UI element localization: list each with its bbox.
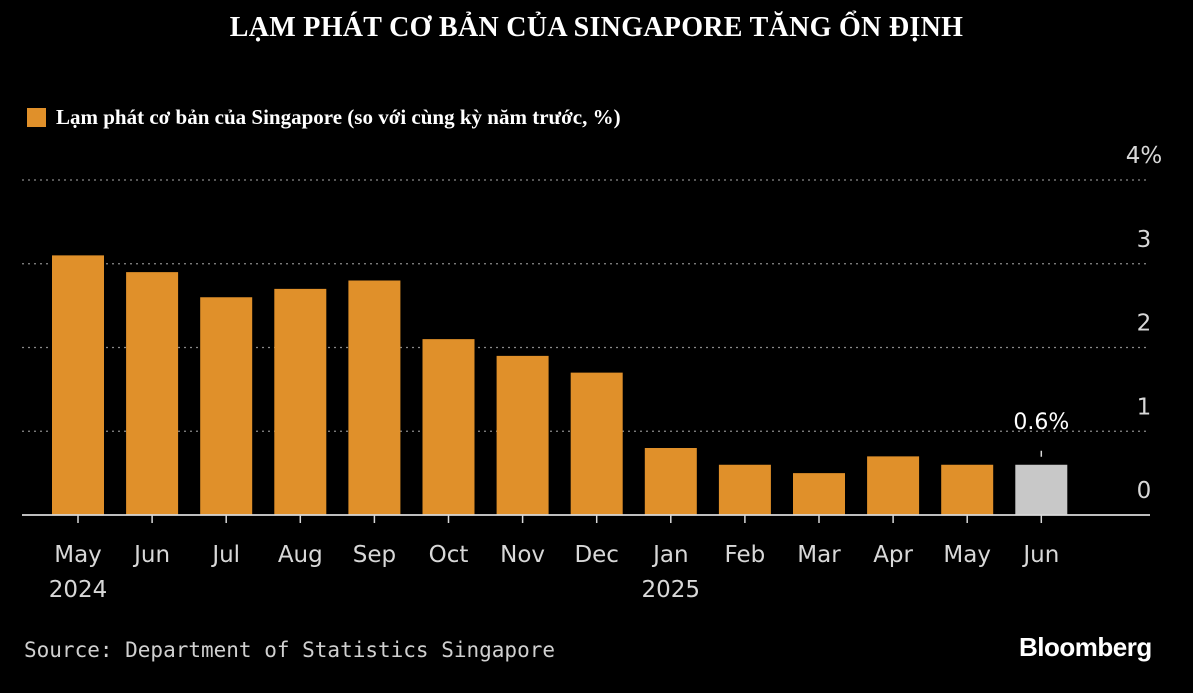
bar	[867, 456, 920, 515]
x-tick-label: Jun	[1021, 542, 1059, 568]
bar	[126, 272, 179, 515]
x-tick-label: Mar	[797, 542, 841, 568]
bar	[422, 339, 475, 515]
annotation-label: 0.6%	[1013, 410, 1069, 435]
legend: Lạm phát cơ bản của Singapore (so với cù…	[27, 103, 621, 131]
bar	[570, 372, 623, 515]
bar	[496, 355, 549, 515]
legend-label: Lạm phát cơ bản của Singapore (so với cù…	[56, 104, 621, 129]
x-year-label: 2024	[49, 577, 108, 603]
bar	[793, 473, 845, 515]
bloomberg-logo: Bloomberg	[1019, 632, 1152, 662]
y-tick-label: 1	[1137, 394, 1152, 420]
y-tick-label: 4%	[1126, 143, 1163, 169]
x-tick-label: Apr	[873, 542, 913, 568]
y-tick-label: 3	[1137, 227, 1152, 253]
bar	[941, 464, 994, 515]
bar	[52, 255, 104, 515]
x-tick-label: Jul	[210, 542, 240, 568]
x-tick-label: May	[54, 542, 102, 568]
x-year-label: 2025	[642, 577, 701, 603]
x-tick-label: Aug	[278, 542, 323, 568]
bar	[274, 288, 327, 515]
x-tick-label: Jan	[651, 542, 688, 568]
x-tick-label: Jun	[132, 542, 170, 568]
chart-title: LẠM PHÁT CƠ BẢN CỦA SINGAPORE TĂNG ỔN ĐỊ…	[229, 12, 964, 43]
x-tick-label: Nov	[500, 542, 545, 568]
y-tick-label: 0	[1137, 478, 1152, 504]
x-tick-label: Sep	[353, 542, 396, 568]
x-tick-label: Feb	[725, 542, 766, 568]
x-tick-label: May	[943, 542, 991, 568]
bar	[718, 464, 771, 515]
source-note: Source: Department of Statistics Singapo…	[24, 638, 556, 662]
bar	[1015, 464, 1068, 515]
y-tick-label: 2	[1137, 311, 1152, 337]
bar	[200, 297, 253, 515]
x-tick-label: Dec	[574, 542, 619, 568]
x-tick-label: Oct	[429, 542, 469, 568]
bar	[348, 280, 401, 515]
bar	[644, 448, 697, 515]
legend-swatch	[27, 107, 46, 127]
